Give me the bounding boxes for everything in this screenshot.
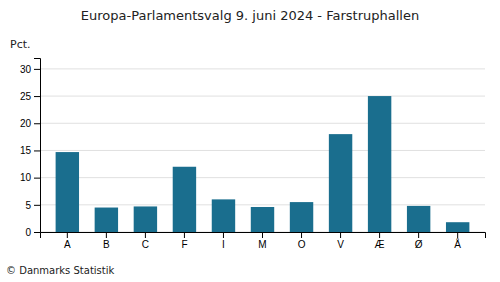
y-tick: 15 (20, 145, 40, 156)
x-tick: O (298, 232, 306, 250)
grid-line (40, 96, 485, 97)
y-tick-label: 0 (25, 227, 31, 238)
x-tick-label: B (103, 239, 110, 250)
bar (290, 202, 313, 232)
grid (40, 69, 485, 232)
y-axis-label: Pct. (10, 38, 31, 51)
bar (329, 134, 352, 232)
bar (446, 222, 469, 232)
bar (212, 199, 235, 232)
x-tick: I (222, 232, 225, 250)
bar (134, 206, 157, 232)
x-tick-mark (223, 232, 224, 238)
y-tick-mark (34, 96, 40, 97)
footer: © Danmarks Statistik (6, 265, 115, 276)
x-tick-label: A (64, 239, 71, 250)
x-tick: F (181, 232, 187, 250)
bars (56, 96, 470, 232)
plot: 0 5 10 15 20 25 30 A B C F I M O V Æ Ø Å (20, 59, 486, 251)
y-tick-mark (34, 150, 40, 151)
x-tick-mark (457, 232, 458, 238)
y-tick-label: 5 (25, 200, 31, 211)
bar (56, 152, 79, 232)
y-tick-mark (34, 232, 40, 233)
x-tick-label: O (298, 239, 306, 250)
x-tick-label: Å (454, 238, 461, 250)
x-tick-mark (301, 232, 302, 238)
x-tick-mark (340, 232, 341, 238)
y-tick-mark (34, 69, 40, 70)
grid-line (40, 150, 485, 151)
y-tick-label: 10 (20, 172, 32, 183)
y-tick-label: 20 (20, 118, 32, 129)
bar (407, 206, 430, 232)
y-tick: 5 (25, 200, 40, 211)
x-tick-label: Ø (415, 239, 423, 250)
grid-line (40, 123, 485, 124)
x-tick: B (103, 232, 110, 250)
x-tick-mark (67, 232, 68, 238)
y-tick-mark (34, 205, 40, 206)
x-tick-label: Æ (375, 239, 385, 250)
y-axis-line (34, 59, 41, 233)
y-tick-label: 15 (20, 145, 32, 156)
y-tick-label: 30 (20, 64, 32, 75)
y-tick-mark (34, 178, 40, 179)
x-tick: Æ (375, 232, 385, 250)
x-tick-mark (262, 232, 263, 238)
title: Europa-Parlamentsvalg 9. juni 2024 - Far… (81, 8, 419, 23)
x-tick-mark (184, 232, 185, 238)
y-tick: 30 (20, 64, 40, 75)
x-tick: C (142, 232, 149, 250)
x-tick-mark (145, 232, 146, 238)
y-tick: 10 (20, 172, 40, 183)
x-axis-line (41, 233, 486, 239)
grid-line (40, 68, 485, 69)
x-tick-mark (106, 232, 107, 238)
x-tick: M (258, 232, 266, 250)
y-tick-mark (34, 123, 40, 124)
y-tick: 0 (25, 227, 40, 238)
y-tick: 25 (20, 91, 40, 102)
x-tick-label: M (258, 239, 266, 250)
bar (95, 208, 118, 232)
x-tick-label: C (142, 239, 149, 250)
grid-line (40, 177, 485, 178)
bar (368, 96, 391, 232)
x-tick-label: I (222, 239, 225, 250)
x-tick: Å (454, 232, 461, 250)
x-tick-label: V (337, 239, 344, 250)
y-axis: 0 5 10 15 20 25 30 (20, 59, 41, 238)
x-tick: V (337, 232, 344, 250)
grid-line (40, 204, 485, 205)
x-tick-mark (379, 232, 380, 238)
x-tick: A (64, 232, 71, 250)
bar (173, 167, 196, 232)
x-tick: Ø (415, 232, 423, 250)
chart-svg: Europa-Parlamentsvalg 9. juni 2024 - Far… (0, 0, 500, 282)
bar (251, 207, 274, 232)
y-tick: 20 (20, 118, 40, 129)
x-tick-label: F (181, 239, 187, 250)
x-tick-mark (418, 232, 419, 238)
chart-container: Europa-Parlamentsvalg 9. juni 2024 - Far… (0, 0, 500, 282)
y-tick-label: 25 (20, 91, 32, 102)
x-axis: ABCFIMOVÆØÅ (41, 232, 486, 250)
